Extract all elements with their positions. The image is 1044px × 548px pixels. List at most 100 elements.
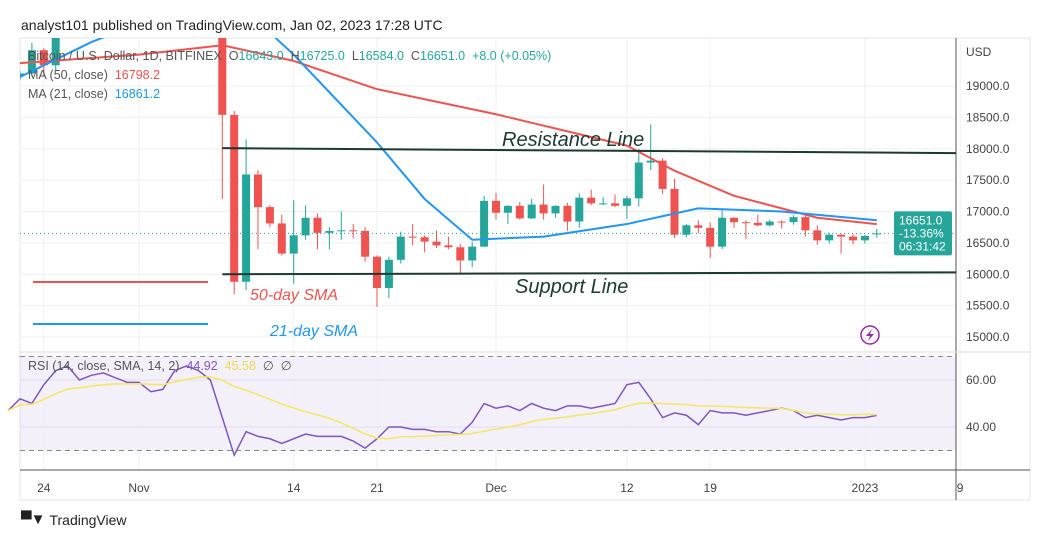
last-change: -13.36% bbox=[899, 226, 944, 240]
open-label: O bbox=[228, 49, 239, 63]
candle-body bbox=[492, 200, 500, 213]
candle-body bbox=[313, 217, 322, 233]
price-pane bbox=[4, 0, 956, 307]
currency-label: USD bbox=[966, 45, 992, 59]
candle-body bbox=[599, 203, 608, 205]
candle-body bbox=[242, 174, 251, 282]
rsi-band bbox=[20, 356, 956, 451]
ma50-legend[interactable]: MA (50, close) 16798.2 bbox=[28, 66, 551, 85]
price-tick-label: 16500.0 bbox=[966, 236, 1010, 250]
candle-body bbox=[396, 236, 405, 260]
candle-body bbox=[147, 0, 155, 14]
ma21-value: 16861.2 bbox=[114, 87, 161, 101]
candle-body bbox=[444, 245, 453, 248]
na-value: ∅ bbox=[280, 359, 292, 373]
candle bbox=[575, 193, 584, 228]
ma21-label: MA (21, close) bbox=[28, 87, 108, 101]
candle-body bbox=[51, 38, 60, 66]
candle-body bbox=[349, 230, 358, 232]
low-value: 16584.0 bbox=[358, 49, 404, 63]
candle bbox=[396, 231, 405, 264]
candle-body bbox=[301, 217, 310, 236]
candle-body bbox=[741, 222, 750, 224]
candle bbox=[337, 211, 346, 240]
resistance-label: Resistance Line bbox=[502, 129, 644, 151]
candle bbox=[789, 215, 798, 225]
rsi-tick-label: 60.00 bbox=[966, 373, 996, 387]
candle bbox=[599, 197, 608, 206]
candle-body bbox=[670, 188, 679, 235]
candle-body bbox=[706, 227, 715, 247]
candle-body bbox=[503, 205, 512, 213]
candle-body bbox=[622, 198, 631, 206]
low-label: L bbox=[351, 49, 359, 63]
ma50-line bbox=[20, 44, 877, 226]
candle bbox=[718, 208, 727, 250]
published-line: analyst101 published on TradingView.com,… bbox=[21, 17, 443, 33]
change-value: +8.0 (+0.05%) bbox=[472, 49, 552, 63]
candle bbox=[313, 213, 322, 250]
last-price: 16651.0 bbox=[899, 213, 943, 227]
sma21-annotation: 21-day SMA bbox=[269, 323, 358, 340]
price-tick-label: 17500.0 bbox=[966, 173, 1010, 187]
candle-body bbox=[789, 217, 798, 223]
candle-body bbox=[361, 230, 370, 257]
candle bbox=[753, 214, 762, 227]
candle-body bbox=[765, 221, 774, 226]
tradingview-logo[interactable]: ▀▼ TradingView bbox=[21, 511, 127, 528]
candle bbox=[76, 0, 84, 11]
candle bbox=[849, 234, 857, 245]
candle bbox=[123, 0, 131, 8]
candle bbox=[587, 189, 596, 206]
price-tick-label: 18500.0 bbox=[966, 110, 1010, 124]
candle bbox=[373, 255, 381, 307]
time-tick-label: 12 bbox=[620, 481, 634, 495]
candle-body bbox=[254, 174, 262, 208]
candle bbox=[563, 202, 572, 231]
candle bbox=[265, 205, 274, 228]
logo-text: TradingView bbox=[49, 511, 127, 528]
chart-frame bbox=[19, 37, 1031, 501]
candle bbox=[622, 195, 631, 220]
candle-body bbox=[575, 197, 584, 222]
candle bbox=[825, 232, 834, 244]
candle-body bbox=[515, 205, 524, 219]
rsi-legend[interactable]: RSI (14, close, SMA, 14, 2) 44.92 45.58 … bbox=[28, 358, 292, 373]
candle-body bbox=[813, 230, 822, 241]
last-price-badge: 16651.0-13.36%06:31:42 bbox=[894, 211, 952, 256]
symbol-label[interactable]: Bitcoin / U.S. Dollar, 1D, BITFINEX bbox=[28, 49, 222, 63]
candle-body bbox=[218, 38, 227, 115]
price-tick-label: 19000.0 bbox=[966, 79, 1010, 93]
candle bbox=[349, 224, 358, 239]
candle bbox=[741, 220, 750, 240]
close-value: 16651.0 bbox=[419, 49, 466, 63]
candle-body bbox=[373, 256, 381, 289]
sma50-annotation: 50-day SMA bbox=[250, 287, 338, 304]
candle bbox=[634, 148, 643, 207]
price-tick-label: 16000.0 bbox=[966, 267, 1010, 281]
candle-body bbox=[658, 160, 667, 189]
candle bbox=[456, 244, 465, 275]
candle bbox=[492, 192, 500, 220]
candle bbox=[539, 184, 548, 220]
candle bbox=[408, 224, 417, 246]
candle-body bbox=[551, 205, 560, 214]
candle bbox=[611, 194, 619, 208]
candle-body bbox=[611, 203, 619, 206]
ma21-legend[interactable]: MA (21, close) 16861.2 bbox=[28, 85, 551, 104]
ma21-line bbox=[20, 38, 877, 241]
candle bbox=[51, 38, 60, 71]
last-price-badge-bg bbox=[894, 211, 952, 256]
candle bbox=[527, 198, 536, 220]
candle bbox=[135, 0, 143, 2]
candle bbox=[646, 124, 655, 171]
candle-body bbox=[325, 230, 334, 233]
candle bbox=[20, 70, 24, 80]
candle bbox=[706, 222, 715, 258]
candle bbox=[813, 225, 822, 245]
time-tick-label: 19 bbox=[704, 481, 718, 495]
time-tick-label: 14 bbox=[287, 481, 301, 495]
candle-body bbox=[4, 76, 12, 84]
candle bbox=[325, 227, 334, 250]
